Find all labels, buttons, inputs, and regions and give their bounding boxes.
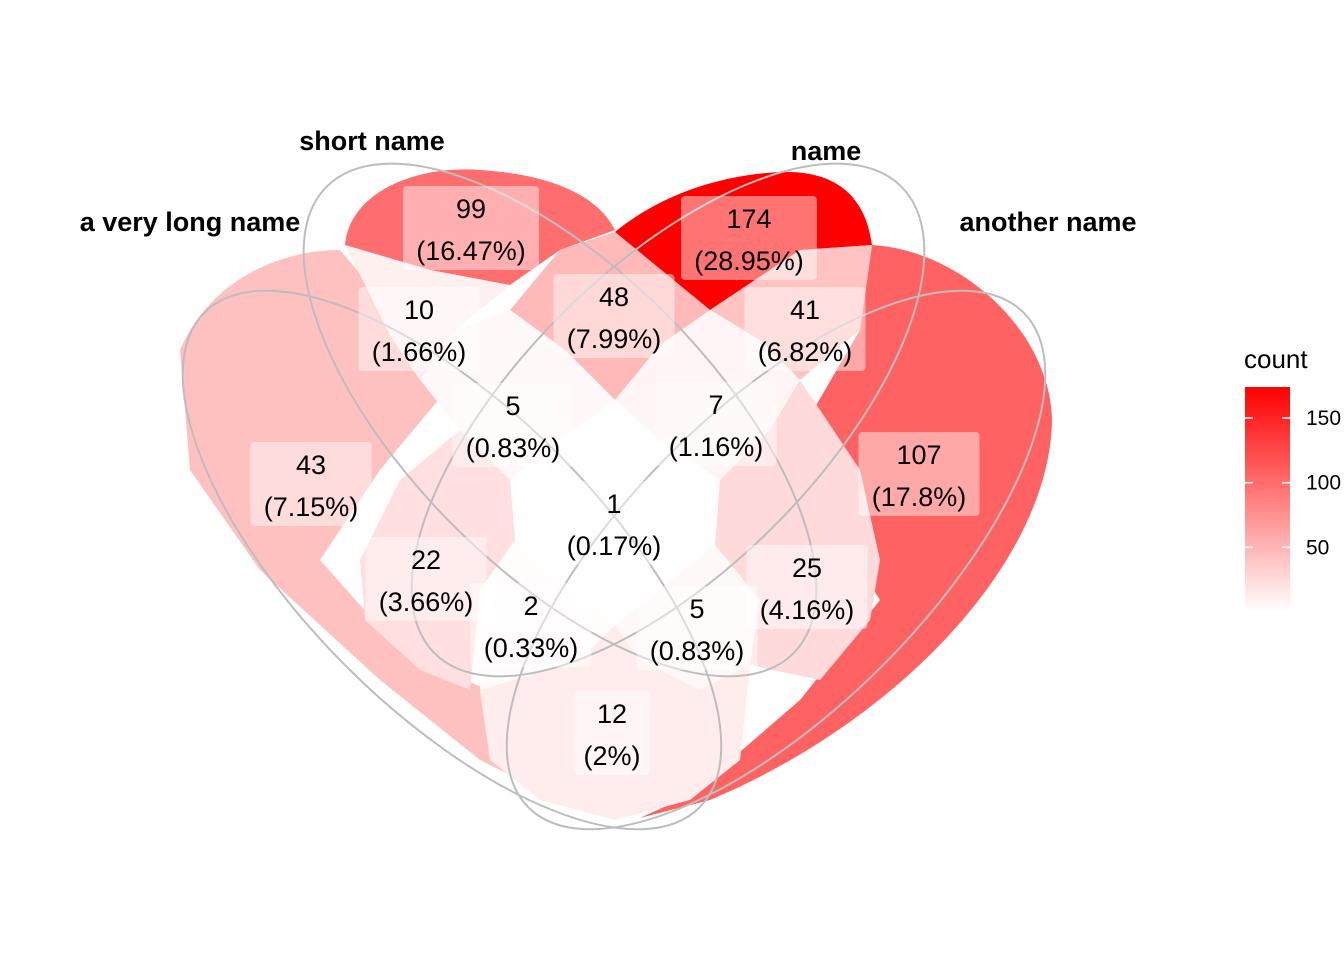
region-label-box	[636, 586, 758, 670]
region-count-label: 43	[296, 450, 326, 480]
region-percent-label: (0.83%)	[650, 636, 745, 666]
region-percent-label: (28.95%)	[694, 246, 804, 276]
region-label-box	[403, 186, 539, 270]
region-label-box	[655, 382, 777, 466]
region-count-label: 12	[597, 699, 627, 729]
region-count-label: 25	[792, 553, 822, 583]
set-outline-short-name	[302, 162, 818, 678]
region-label-box	[553, 274, 675, 358]
region-percent-label: (7.15%)	[264, 492, 359, 522]
region-fill-a-very-long-name-name	[360, 430, 515, 690]
set-label-short-name: short name	[299, 126, 445, 156]
legend-ticks: 50 100 150	[1245, 407, 1341, 559]
region-label-box	[858, 432, 980, 516]
legend-tick-label: 100	[1306, 472, 1341, 495]
set-label-a-very-long-name: a very long name	[80, 207, 301, 237]
region-label-box	[470, 583, 592, 667]
region-count-label: 5	[689, 594, 704, 624]
region-label-boxes	[250, 186, 980, 775]
region-count-label: 1	[606, 489, 621, 519]
region-count-label: 10	[404, 295, 434, 325]
set-label-name: name	[791, 136, 862, 166]
region-label-box	[746, 545, 868, 629]
region-label-box	[744, 287, 866, 371]
region-label-box	[358, 287, 480, 371]
region-fill-short-name-name-another-name	[615, 310, 800, 480]
region-fill-name-only	[615, 171, 872, 310]
region-label-box	[250, 442, 372, 526]
legend-color-bar	[1245, 387, 1290, 612]
region-count-label: 22	[411, 545, 441, 575]
region-percent-label: (3.66%)	[379, 587, 474, 617]
region-percent-label: (17.8%)	[872, 482, 967, 512]
legend-tick-label: 50	[1306, 536, 1329, 559]
region-percent-label: (0.17%)	[567, 531, 662, 561]
region-label-box	[681, 196, 817, 280]
region-count-label: 2	[523, 591, 538, 621]
region-count-label: 5	[505, 391, 520, 421]
region-percent-label: (1.16%)	[669, 432, 764, 462]
region-labels: 43(7.15%)99(16.47%)174(28.95%)107(17.8%)…	[264, 194, 967, 771]
region-percent-label: (4.16%)	[760, 595, 855, 625]
region-count-label: 107	[896, 440, 941, 470]
set-outline-name	[410, 162, 926, 678]
region-percent-label: (6.82%)	[758, 337, 853, 367]
set-outline-a-very-long-name	[181, 289, 723, 831]
region-count-label: 41	[790, 295, 820, 325]
region-label-box	[553, 481, 675, 565]
region-percent-label: (2%)	[583, 741, 640, 771]
set-labels: a very long name short name name another…	[80, 126, 1137, 237]
region-fill-short-name-another-name	[715, 380, 880, 680]
region-fill-short-name-name	[510, 232, 710, 400]
region-percent-label: (7.99%)	[567, 324, 662, 354]
region-count-label: 174	[726, 204, 771, 234]
region-count-label: 48	[599, 282, 629, 312]
region-fill-a-very-long-name-short-name-name	[420, 310, 615, 480]
set-outlines	[181, 162, 1047, 831]
region-fill-a-very-long-name-short-name-another-name	[615, 545, 760, 690]
color-legend: count 50 100 150	[1244, 344, 1341, 612]
region-fill-a-very-long-name-another-name	[480, 625, 750, 820]
legend-tick-label: 150	[1306, 407, 1341, 430]
region-percent-label: (0.33%)	[484, 633, 579, 663]
region-fill-a-very-long-name-only	[180, 250, 560, 800]
region-count-label: 99	[456, 194, 486, 224]
region-percent-label: (16.47%)	[416, 236, 526, 266]
region-percent-label: (1.66%)	[372, 337, 467, 367]
region-fill-name-another-name	[710, 245, 872, 380]
region-percent-label: (0.83%)	[466, 433, 561, 463]
region-label-box	[365, 537, 487, 621]
region-label-box	[574, 691, 650, 775]
region-fill-a-very-long-name-short-name	[345, 245, 510, 380]
region-label-box	[452, 383, 574, 467]
region-fill-short-name-only	[345, 169, 615, 285]
legend-title: count	[1244, 344, 1308, 374]
region-count-label: 7	[708, 390, 723, 420]
set-label-another-name: another name	[959, 207, 1136, 237]
set-outline-another-name	[505, 289, 1047, 831]
